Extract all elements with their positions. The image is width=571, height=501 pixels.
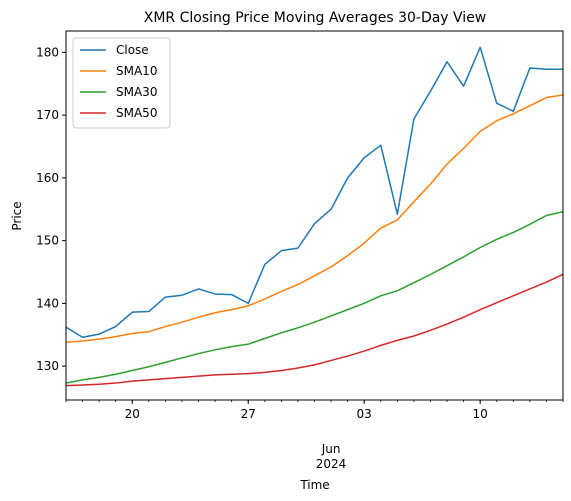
y-tick-label: 180	[36, 45, 59, 59]
legend-box	[72, 37, 171, 129]
legend-entry-close: Close	[116, 43, 149, 57]
x-axis: 20 27 03 10	[65, 400, 564, 421]
series-line-close	[65, 46, 563, 338]
legend-entry-sma50: SMA50	[116, 106, 157, 120]
y-tick-label: 130	[36, 359, 59, 373]
x-month-label: Jun	[321, 442, 341, 456]
y-tick-label: 140	[36, 296, 59, 310]
legend-entry-sma30: SMA30	[116, 85, 157, 99]
series-line-sma50	[65, 273, 564, 387]
legend: Close SMA10 SMA30 SMA50	[72, 37, 171, 129]
y-tick-label: 170	[36, 108, 59, 122]
x-tick-label: 20	[125, 407, 140, 421]
y-tick-label: 150	[36, 234, 59, 248]
x-tick-label: 10	[473, 407, 488, 421]
x-tick-label: 27	[241, 407, 256, 421]
chart-title: XMR Closing Price Moving Averages 30-Day…	[144, 10, 487, 26]
x-axis-label: Time	[299, 478, 329, 492]
series-layer	[65, 46, 564, 387]
y-axis: 130 140 150 160 170 180	[36, 45, 66, 373]
y-tick-label: 160	[36, 171, 59, 185]
x-year-label: 2024	[316, 457, 347, 471]
legend-entry-sma10: SMA10	[116, 64, 157, 78]
series-line-sma30	[65, 210, 564, 384]
x-tick-label: 03	[357, 407, 372, 421]
series-line-sma10	[65, 94, 564, 344]
y-axis-label: Price	[10, 201, 24, 230]
